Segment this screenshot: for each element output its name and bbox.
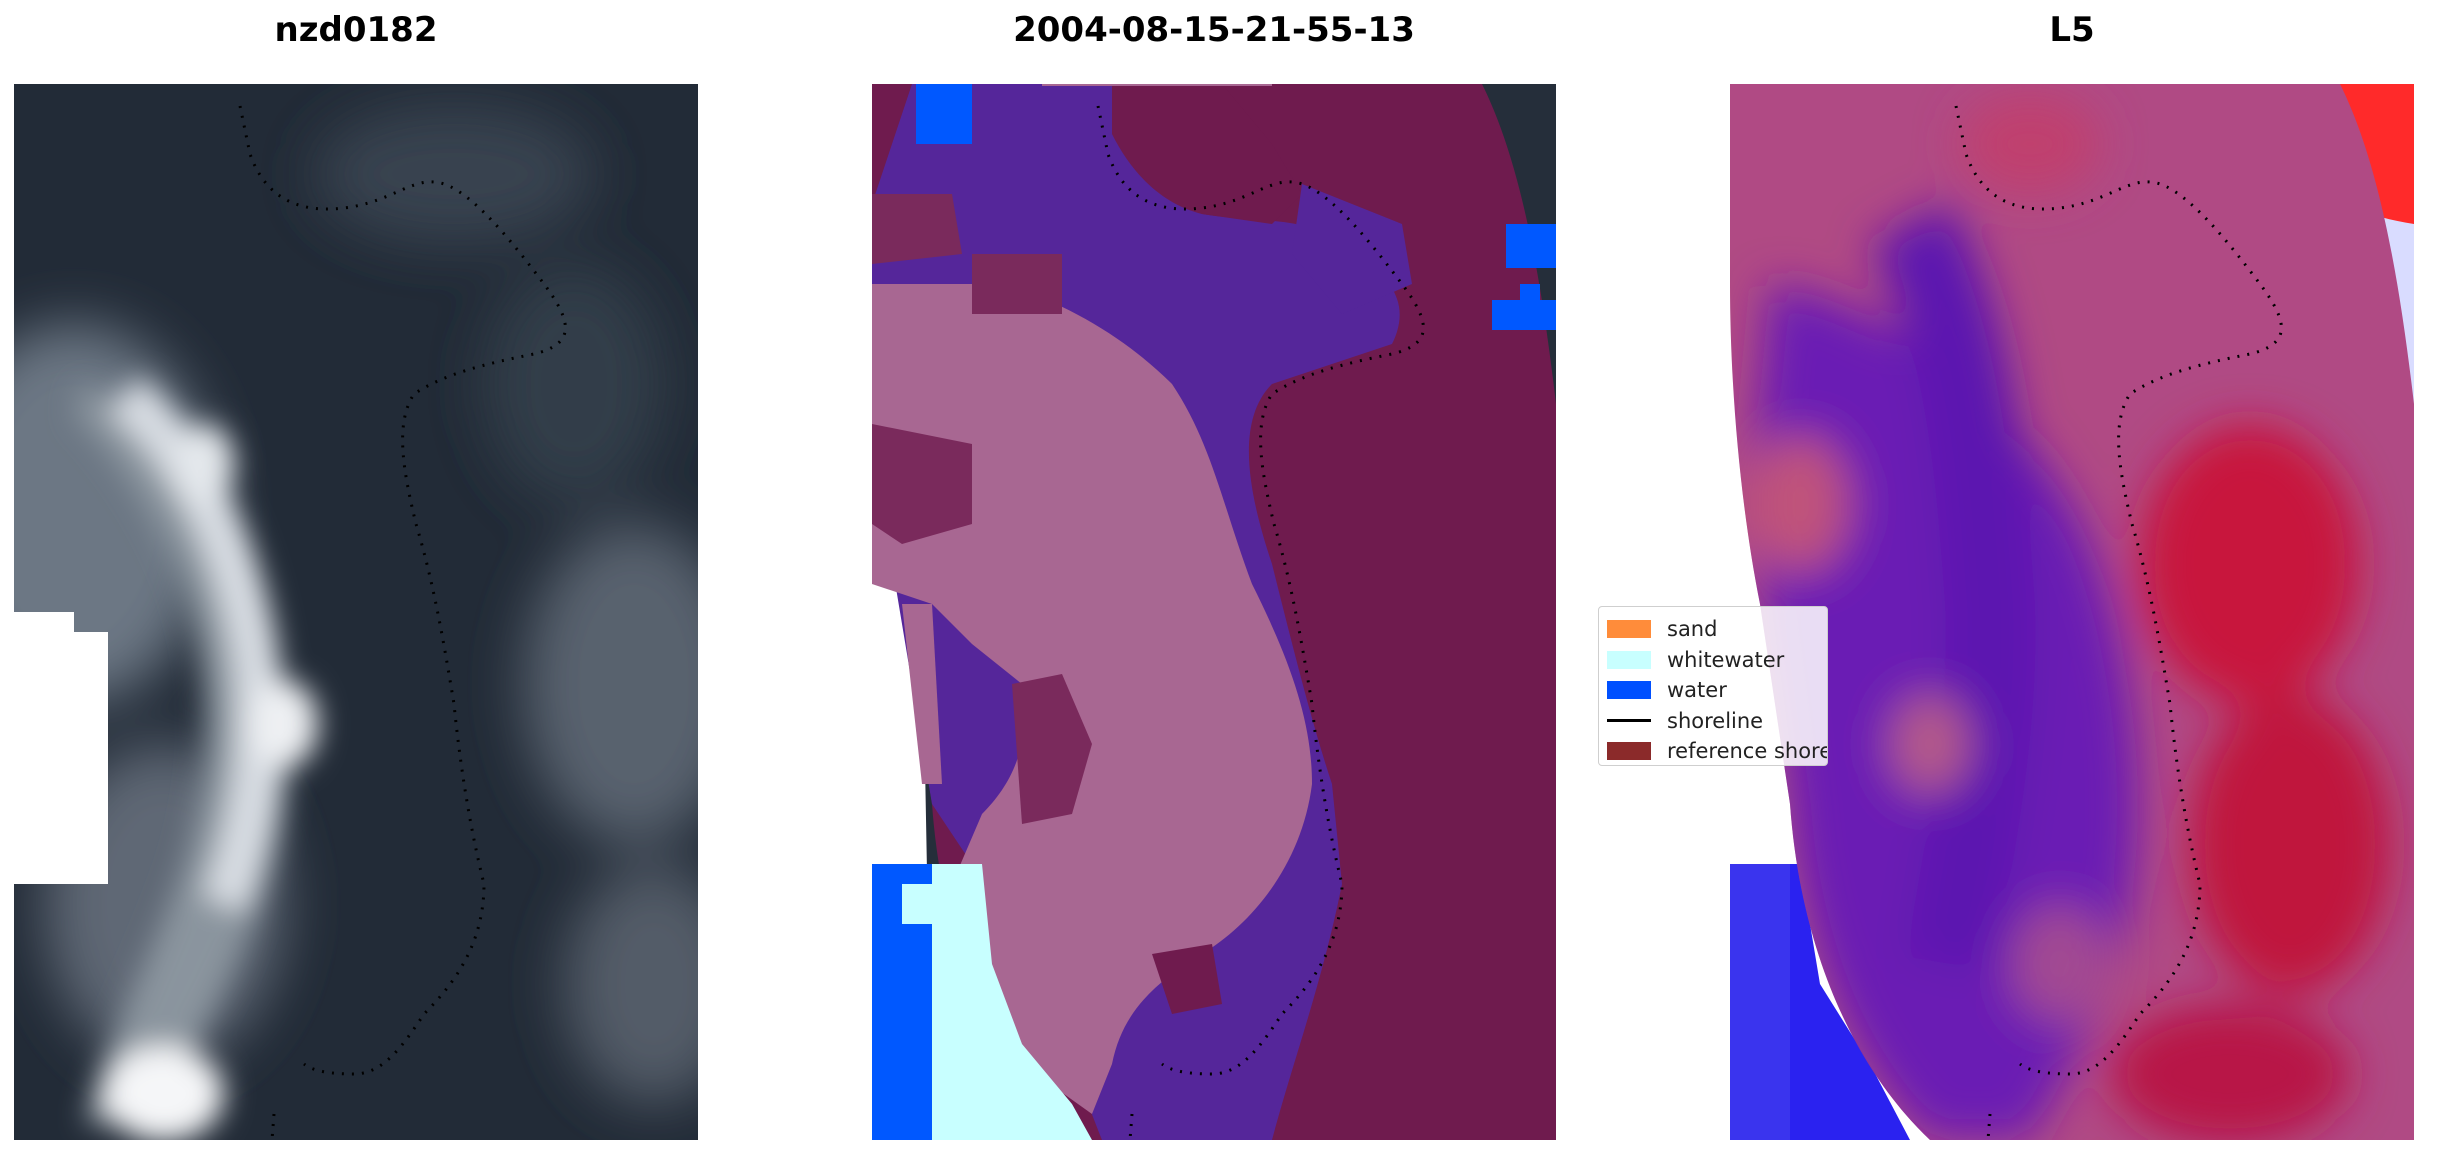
legend-item-sand: sand: [1607, 614, 1827, 645]
index-map: [1730, 84, 2414, 1140]
rgb-image: [14, 84, 698, 1140]
whitewater-swatch: [1607, 650, 1651, 669]
legend-label-reference-shoreline: reference shoreline: [1667, 739, 1827, 764]
title-left-panel: nzd0182: [274, 10, 438, 50]
legend-label-water: water: [1667, 678, 1727, 703]
legend-item-whitewater: whitewater: [1607, 645, 1827, 676]
legend: sand whitewater water shoreline referenc…: [1598, 606, 1828, 766]
legend-label-whitewater: whitewater: [1667, 647, 1785, 672]
shoreline-swatch: [1607, 719, 1651, 723]
reference-shoreline-swatch: [1607, 742, 1651, 761]
legend-item-water: water: [1607, 675, 1827, 706]
sand-swatch: [1607, 620, 1651, 639]
legend-item-reference-shoreline: reference shoreline: [1607, 736, 1827, 765]
legend-item-shoreline: shoreline: [1607, 706, 1827, 737]
rgb-image-panel: [14, 84, 698, 1140]
classification-map: [872, 84, 1556, 1140]
index-panel: [1730, 84, 2414, 1140]
legend-label-sand: sand: [1667, 617, 1718, 642]
legend-label-shoreline: shoreline: [1667, 708, 1764, 733]
title-middle-panel: 2004-08-15-21-55-13: [1013, 10, 1415, 50]
title-right-panel: L5: [2049, 10, 2095, 50]
classification-panel: [872, 84, 1556, 1140]
water-swatch: [1607, 681, 1651, 700]
